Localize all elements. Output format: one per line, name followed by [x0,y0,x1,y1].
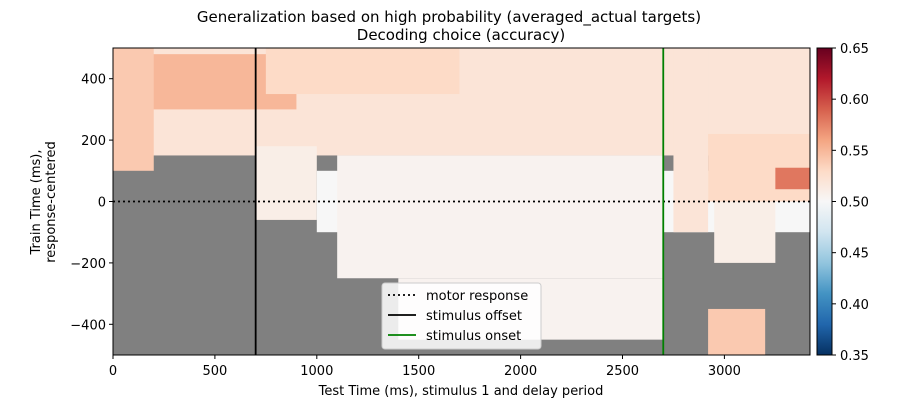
heatmap-region-11 [775,167,810,190]
heatmap-region-9 [673,48,709,233]
colorbar-tick-label: 0.45 [840,247,869,262]
y-axis-label-line-1: Train Time (ms), [29,150,44,256]
x-tick-label: 0 [109,364,117,379]
y-axis: −400 −200 0 200 400 [70,73,113,333]
colorbar-tick-label: 0.40 [840,298,869,313]
legend-label: motor response [426,289,528,304]
y-tick-label: 0 [98,196,106,211]
colorbar-tick-label: 0.65 [840,42,869,57]
colorbar-tick-label: 0.35 [840,349,869,364]
x-axis-label: Test Time (ms), stimulus 1 and delay per… [318,384,604,399]
x-tick-label: 2500 [606,364,639,379]
colorbar-tick-label: 0.55 [840,144,869,159]
heatmap-region-5 [255,146,317,220]
x-tick-label: 1000 [300,364,333,379]
legend-label: stimulus offset [426,309,522,324]
chart-title: Generalization based on high probability… [197,8,701,27]
y-tick-label: −200 [70,257,106,272]
heatmap-region-7 [337,155,664,279]
chart-subtitle: Decoding choice (accuracy) [357,26,565,44]
colorbar-gradient [816,47,833,356]
x-tick-label: 2000 [504,364,537,379]
legend-label: stimulus onset [426,329,521,344]
y-axis-label-line-2: response-centered [44,141,59,263]
legend: motor response stimulus offset stimulus on… [381,282,542,350]
colorbar-tick-label: 0.50 [840,196,869,211]
legend-box [381,282,542,350]
heatmap-region-4 [113,48,154,171]
colorbar: 0.35 0.40 0.45 0.50 0.55 0.60 0.65 [816,42,869,364]
heatmap-region-3 [265,48,460,95]
x-tick-label: 1500 [402,364,435,379]
y-tick-label: 400 [81,73,106,88]
x-tick-label: 3000 [708,364,741,379]
y-tick-label: −400 [70,318,106,333]
heatmap-region-13 [708,308,766,355]
reference-lines [113,48,810,355]
y-tick-label: 200 [81,134,106,149]
heatmap-region-12 [714,201,776,263]
x-axis: 0 500 1000 1500 2000 2500 3000 [109,355,741,379]
colorbar-tick-label: 0.60 [840,93,869,108]
x-tick-label: 500 [202,364,227,379]
